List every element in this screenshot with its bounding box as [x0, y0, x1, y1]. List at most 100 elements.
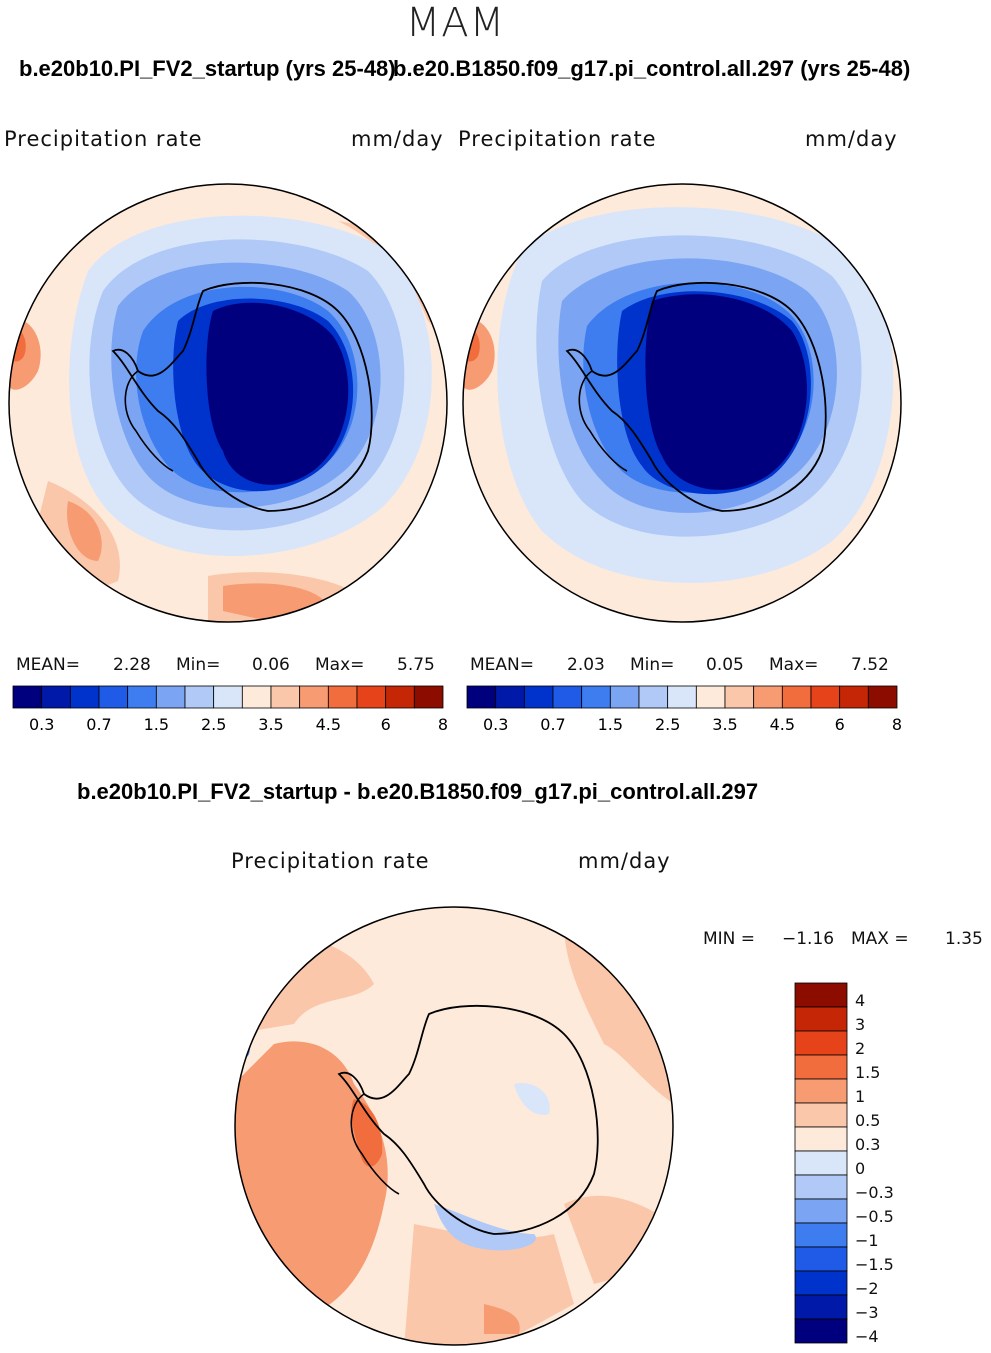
diff-antarctica-coastline: [337, 1004, 599, 1235]
colorbar-swatch: [127, 685, 157, 709]
diff-light-blue-ross: [434, 1204, 536, 1251]
season-title: MAM: [405, 0, 506, 46]
colorbar-tick-label: 0: [855, 1159, 865, 1178]
colorbar-swatch: [794, 1102, 848, 1128]
colorbar-swatch: [41, 685, 71, 709]
colorbar-tick-label: 4: [855, 991, 865, 1010]
diff-peninsula-coast: [350, 1093, 400, 1195]
panel1-units: mm/day: [351, 127, 444, 151]
colorbar-tick-label: 2.5: [201, 715, 226, 734]
colorbar-tick-label: 0.5: [855, 1111, 880, 1130]
panel2-mean-value: 2.03: [567, 655, 605, 675]
diff-min-label: MIN =: [703, 929, 756, 949]
colorbar-swatch: [609, 685, 640, 709]
colorbar-swatch: [794, 982, 848, 1008]
map1-outline: [8, 183, 448, 623]
colorbar-tick-label: −1.5: [855, 1255, 894, 1274]
colorbar-tick-label: 0.3: [29, 715, 54, 734]
colorbar-swatch: [495, 685, 525, 709]
colorbar-swatch: [794, 1222, 848, 1248]
colorbar-swatch: [794, 1294, 848, 1320]
left-case-title: b.e20b10.PI_FV2_startup (yrs 25-48): [19, 56, 396, 81]
map-panel-difference: [234, 906, 674, 1346]
right-case-title: b.e20.B1850.f09_g17.pi_control.all.297 (…: [393, 56, 911, 81]
colorbar-swatch: [781, 685, 812, 709]
colorbar-swatch: [810, 685, 841, 709]
map-panel-2: [462, 183, 902, 623]
colorbar-swatch: [839, 685, 869, 709]
colorbar-panel-1: 0.3 0.7 1.5 2.5 3.5 4.5 6 8: [12, 685, 448, 734]
map-panel-1: [8, 183, 448, 623]
panel1-min-label: Min=: [176, 655, 221, 675]
colorbar-tick-label: −2: [855, 1279, 879, 1298]
colorbar-swatch: [753, 685, 783, 709]
colorbar-swatch: [213, 685, 243, 709]
map2-antarctica-coastline: [565, 281, 827, 512]
colorbar-tick-label: 3: [855, 1015, 865, 1034]
map1-salmon-sw-core: [67, 501, 102, 561]
map2-outline: [462, 183, 902, 623]
colorbar-swatch: [794, 1030, 848, 1056]
colorbar-swatch: [69, 685, 100, 709]
colorbar-tick-label: 1.5: [598, 715, 623, 734]
diff-min-value: −1.16: [782, 929, 835, 949]
colorbar-swatch: [695, 685, 726, 709]
panel1-mean-value: 2.28: [113, 655, 151, 675]
diff-max-value: 1.35: [945, 929, 983, 949]
map1-antarctica-coastline: [111, 281, 373, 512]
map1-navy-core: [206, 302, 349, 485]
colorbar-tick-label: 4.5: [316, 715, 341, 734]
colorbar-swatch: [184, 685, 215, 709]
colorbar-swatch: [98, 685, 129, 709]
diff-units: mm/day: [578, 849, 671, 873]
diff-salmon-south: [404, 1224, 574, 1345]
colorbar-swatch: [12, 685, 43, 709]
colorbar-tick-label: 0.7: [86, 715, 111, 734]
colorbar-tick-label: 8: [438, 715, 448, 734]
colorbar-difference: 4 3 2 1.5 1 0.5 0.3 0 −0.3 −0.5 −1 −1.5 −2 −3 −4: [794, 982, 894, 1346]
colorbar-tick-label: −1: [855, 1231, 879, 1250]
colorbar-swatch: [794, 1006, 848, 1032]
diff-max-label: MAX =: [851, 929, 909, 949]
colorbar-swatch: [794, 1270, 848, 1296]
colorbar-tick-label: 0.3: [855, 1135, 880, 1154]
diff-salmon-ne: [564, 924, 673, 1104]
colorbar-tick-label: 0.7: [540, 715, 565, 734]
diff-variable: Precipitation rate: [231, 849, 430, 873]
panel1-variable: Precipitation rate: [4, 127, 203, 151]
colorbar-swatch: [667, 685, 697, 709]
colorbar-panel-2: 0.3 0.7 1.5 2.5 3.5 4.5 6 8: [466, 685, 902, 734]
colorbar-tick-label: 4.5: [770, 715, 795, 734]
colorbar-swatch: [794, 1150, 848, 1176]
colorbar-swatch: [270, 685, 301, 709]
colorbar-swatch: [794, 1126, 848, 1152]
panel2-min-label: Min=: [630, 655, 675, 675]
panel2-units: mm/day: [805, 127, 898, 151]
colorbar-swatch: [552, 685, 583, 709]
colorbar-tick-label: 8: [892, 715, 902, 734]
colorbar-swatch: [385, 685, 415, 709]
colorbar-swatch: [241, 685, 272, 709]
colorbar-swatch: [466, 685, 497, 709]
colorbar-tick-label: 6: [381, 715, 391, 734]
map2-navy-core: [645, 294, 807, 490]
colorbar-tick-label: 1.5: [144, 715, 169, 734]
colorbar-swatch: [327, 685, 358, 709]
diff-map-outline: [234, 906, 674, 1346]
colorbar-tick-label: 3.5: [258, 715, 283, 734]
colorbar-tick-label: −0.3: [855, 1183, 894, 1202]
diff-salmon-south-core: [484, 1304, 520, 1334]
map1-peninsula-coast: [124, 370, 174, 472]
colorbar-tick-label: 3.5: [712, 715, 737, 734]
colorbar-swatch: [724, 685, 755, 709]
panel1-min-value: 0.06: [252, 655, 290, 675]
colorbar-tick-label: −4: [855, 1327, 879, 1346]
panel1-max-value: 5.75: [397, 655, 435, 675]
panel2-variable: Precipitation rate: [458, 127, 657, 151]
colorbar-tick-label: 1: [855, 1087, 865, 1106]
colorbar-tick-label: 2.5: [655, 715, 680, 734]
colorbar-swatch: [299, 685, 329, 709]
difference-title: b.e20b10.PI_FV2_startup - b.e20.B1850.f0…: [77, 779, 759, 804]
colorbar-swatch: [794, 1198, 848, 1224]
colorbar-tick-label: −3: [855, 1303, 879, 1322]
